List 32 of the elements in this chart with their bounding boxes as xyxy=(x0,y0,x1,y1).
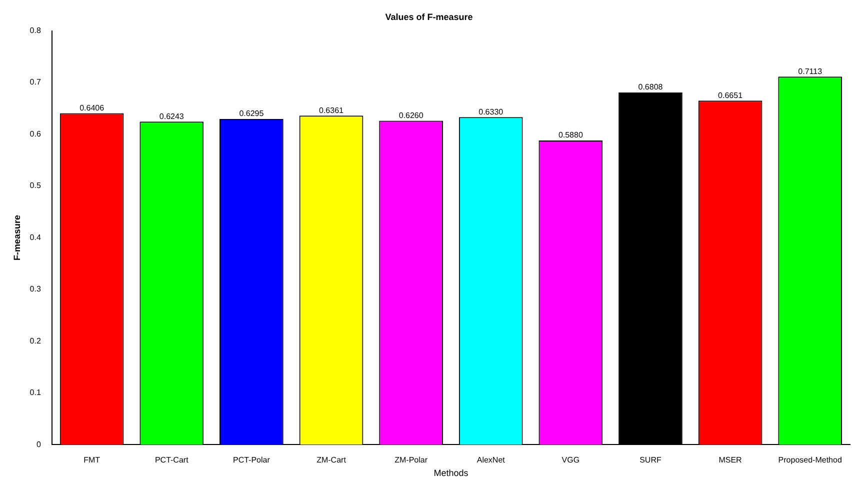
data-label: 0.7113 xyxy=(798,66,823,76)
x-tick-label: VGG xyxy=(562,456,580,465)
data-label: 0.6361 xyxy=(319,106,344,115)
data-label: 0.6330 xyxy=(478,107,504,116)
y-axis-title: F-measure xyxy=(12,214,22,260)
x-axis-title: Methods xyxy=(434,468,469,478)
x-tick-label: AlexNet xyxy=(476,456,506,465)
x-tick-label: PCT-Polar xyxy=(232,456,270,465)
y-tick-label: 0 xyxy=(36,440,42,449)
data-label: 0.6260 xyxy=(398,111,424,120)
data-label: 0.5880 xyxy=(558,130,584,140)
x-tick-label: FMT xyxy=(84,456,100,465)
x-tick-label: MSER xyxy=(718,456,742,465)
data-label: 0.6406 xyxy=(80,103,105,112)
x-tick-label: ZM-Polar xyxy=(394,456,428,465)
data-label: 0.6808 xyxy=(638,82,664,92)
y-tick-label: 0.7 xyxy=(30,78,42,87)
x-tick-label: SURF xyxy=(640,456,662,465)
x-tick-label: ZM-Cart xyxy=(316,456,347,465)
y-tick-label: 0.4 xyxy=(30,232,42,242)
y-tick-label: 0.8 xyxy=(30,26,42,36)
chart-title: Values of F-measure xyxy=(385,12,473,22)
data-label: 0.6243 xyxy=(159,112,184,121)
data-label: 0.6651 xyxy=(718,90,744,100)
y-tick-label: 0.3 xyxy=(30,284,42,294)
x-tick-label: Proposed-Method xyxy=(778,456,842,465)
y-tick-label: 0.6 xyxy=(30,129,42,138)
x-tick-label: PCT-Cart xyxy=(154,456,190,465)
y-tick-label: 0.5 xyxy=(30,181,42,190)
y-tick-label: 0.1 xyxy=(30,388,42,398)
data-label: 0.6295 xyxy=(239,109,264,118)
y-tick-label: 0.2 xyxy=(30,336,42,346)
